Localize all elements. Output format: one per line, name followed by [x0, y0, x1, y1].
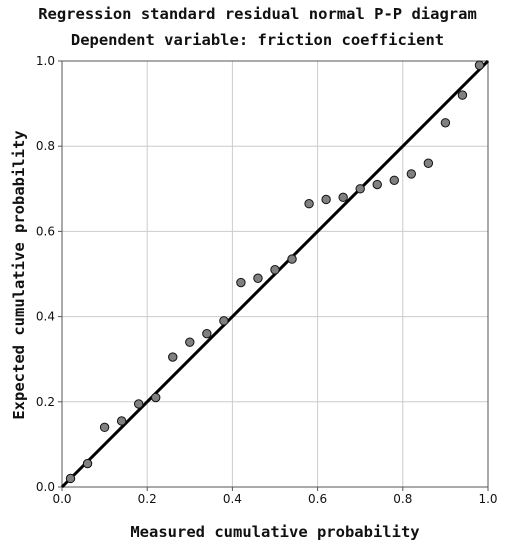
chart-subtitle: Dependent variable: friction coefficient: [70, 31, 445, 49]
x-tick-label: 0.0: [52, 492, 71, 506]
axis-ticks: 0.0 0.2 0.4 0.6 0.8 1.0 0.0 0.2 0.4 0.6 0.8 1.0: [36, 54, 498, 506]
data-point: [99, 422, 110, 433]
data-point: [406, 169, 417, 179]
data-point: [440, 118, 451, 128]
data-point: [202, 328, 212, 339]
x-tick-label: 1.0: [478, 492, 497, 506]
data-point: [253, 273, 263, 283]
plot-frame: [61, 60, 489, 488]
y-tick-label: 0.6: [36, 224, 55, 238]
data-point: [474, 60, 485, 70]
data-points: [65, 60, 485, 484]
x-axis-label: Measured cumulative probability: [130, 523, 420, 541]
y-tick-label: 0.2: [36, 395, 55, 409]
y-tick-label: 0.0: [36, 480, 55, 494]
x-tick-label: 0.2: [138, 492, 157, 506]
data-point: [287, 254, 297, 264]
data-point: [185, 337, 195, 347]
data-point: [82, 458, 93, 469]
data-point: [219, 316, 229, 326]
data-point: [65, 473, 76, 484]
data-point: [133, 399, 144, 409]
y-tick-label: 0.8: [36, 139, 55, 153]
y-tick-label: 0.4: [36, 310, 55, 324]
data-point: [389, 175, 399, 185]
y-tick-label: 1.0: [36, 54, 55, 68]
x-tick-label: 0.6: [308, 492, 327, 506]
data-point: [270, 265, 280, 275]
x-tick-label: 0.8: [393, 492, 412, 506]
data-point: [116, 416, 127, 426]
data-point: [151, 392, 161, 403]
data-point: [338, 192, 348, 203]
x-tick-label: 0.4: [223, 492, 242, 506]
data-point: [236, 277, 246, 288]
data-point: [372, 179, 382, 190]
y-axis-label: Expected cumulative probability: [10, 130, 28, 420]
grid-lines: [62, 61, 488, 487]
chart-title: Regression standard residual normal P-P …: [38, 5, 477, 23]
data-point: [355, 184, 365, 194]
data-point: [304, 199, 314, 209]
data-point: [168, 352, 178, 362]
data-point: [457, 90, 468, 100]
data-point: [321, 194, 331, 205]
data-point: [423, 158, 434, 168]
